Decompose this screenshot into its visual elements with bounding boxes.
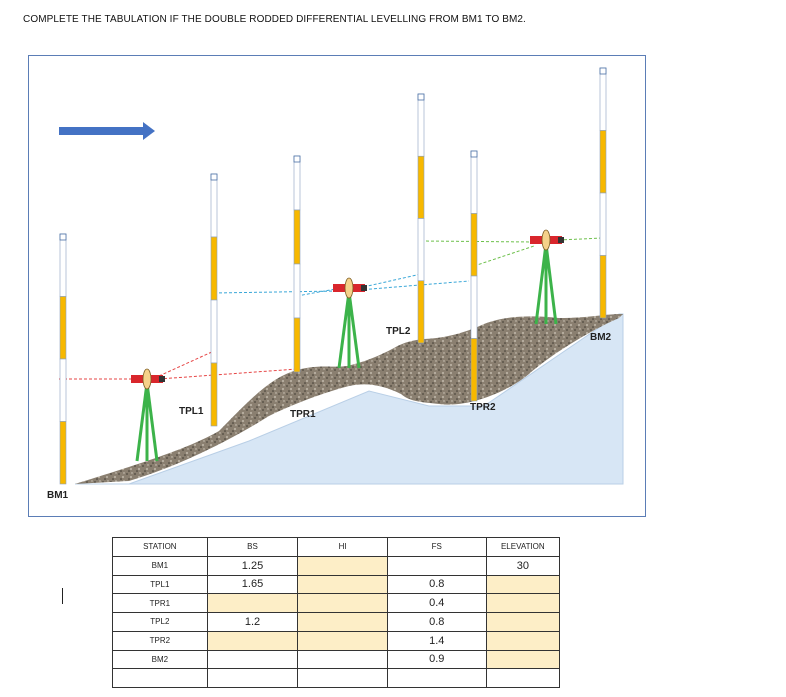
cell-fs: 0.9 (386, 649, 487, 670)
cell-fs: 0.8 (386, 574, 487, 595)
header-elevation: ELEVATION (485, 537, 561, 557)
table-row: TPR2 1.4 (112, 630, 561, 651)
cell-elev[interactable] (485, 649, 561, 670)
cell-station: BM1 (112, 555, 208, 576)
table-row: TPL1 1.65 0.8 (112, 574, 561, 595)
header-station: STATION (112, 537, 208, 557)
table-row: BM1 1.25 30 (112, 555, 561, 576)
cell-elev[interactable] (485, 612, 561, 632)
cell-fs: 0.4 (386, 593, 487, 613)
cell-elev: 30 (485, 555, 561, 576)
cell-elev[interactable] (485, 574, 561, 595)
rod-bm1 (59, 233, 67, 485)
cell-fs: 0.8 (386, 612, 487, 632)
rod-bm2 (599, 67, 607, 319)
tpr1-label: TPR1 (290, 409, 316, 420)
cell-elev[interactable] (485, 593, 561, 613)
cell-bs[interactable] (206, 593, 299, 613)
cell-hi (297, 649, 388, 670)
cell-fs (386, 555, 487, 576)
cell-hi[interactable] (297, 555, 388, 576)
cell-fs: 1.4 (386, 630, 487, 651)
table-header-row: STATION BS HI FS ELEVATION (112, 537, 561, 557)
cell-station: BM2 (112, 649, 208, 670)
terrain-base (75, 313, 624, 485)
rod-tpr2 (470, 150, 478, 402)
cell-station: TPR1 (112, 593, 208, 613)
table-row (112, 668, 561, 688)
direction-arrow (59, 122, 155, 140)
cell-fs (386, 668, 487, 688)
rod-tpl1 (210, 173, 218, 427)
cell-hi[interactable] (297, 574, 388, 595)
levelling-diagram: BM1 TPL1 TPR1 TPL2 TPR2 BM2 (28, 55, 646, 517)
cell-bs (206, 649, 299, 670)
cell-bs[interactable] (206, 630, 299, 651)
table-row: BM2 0.9 (112, 649, 561, 670)
table-row: TPL2 1.2 0.8 (112, 612, 561, 632)
levelling-table: STATION BS HI FS ELEVATION BM1 1.25 30 TPL1… (112, 537, 561, 688)
cell-station: TPL2 (112, 612, 208, 632)
level-3 (530, 229, 564, 325)
cell-station: TPL1 (112, 574, 208, 595)
cell-hi[interactable] (297, 612, 388, 632)
header-fs: FS (386, 537, 487, 557)
levelling-illustration (59, 67, 624, 485)
text-cursor (62, 588, 63, 604)
rod-tpr1 (293, 155, 301, 373)
cell-station (112, 668, 208, 688)
cell-bs (206, 668, 299, 688)
rod-tpl2 (417, 93, 425, 344)
cell-station: TPR2 (112, 630, 208, 651)
tpr2-label: TPR2 (470, 402, 496, 413)
cell-elev (485, 668, 561, 688)
level-2 (333, 277, 367, 369)
cell-hi[interactable] (297, 630, 388, 651)
cell-hi[interactable] (297, 593, 388, 613)
cell-bs: 1.65 (206, 574, 299, 595)
tpl1-label: TPL1 (179, 406, 204, 417)
bm1-label: BM1 (47, 490, 69, 501)
cell-bs: 1.25 (206, 555, 299, 576)
cell-hi (297, 668, 388, 688)
cell-elev[interactable] (485, 630, 561, 651)
level-1 (131, 368, 165, 462)
header-bs: BS (206, 537, 299, 557)
table-row: TPR1 0.4 (112, 593, 561, 613)
header-hi: HI (297, 537, 388, 557)
page-title: COMPLETE THE TABULATION IF THE DOUBLE RO… (23, 14, 526, 25)
tpl2-label: TPL2 (386, 326, 411, 337)
cell-bs: 1.2 (206, 612, 299, 632)
gravel-layer (75, 314, 623, 484)
bm2-label: BM2 (590, 332, 612, 343)
